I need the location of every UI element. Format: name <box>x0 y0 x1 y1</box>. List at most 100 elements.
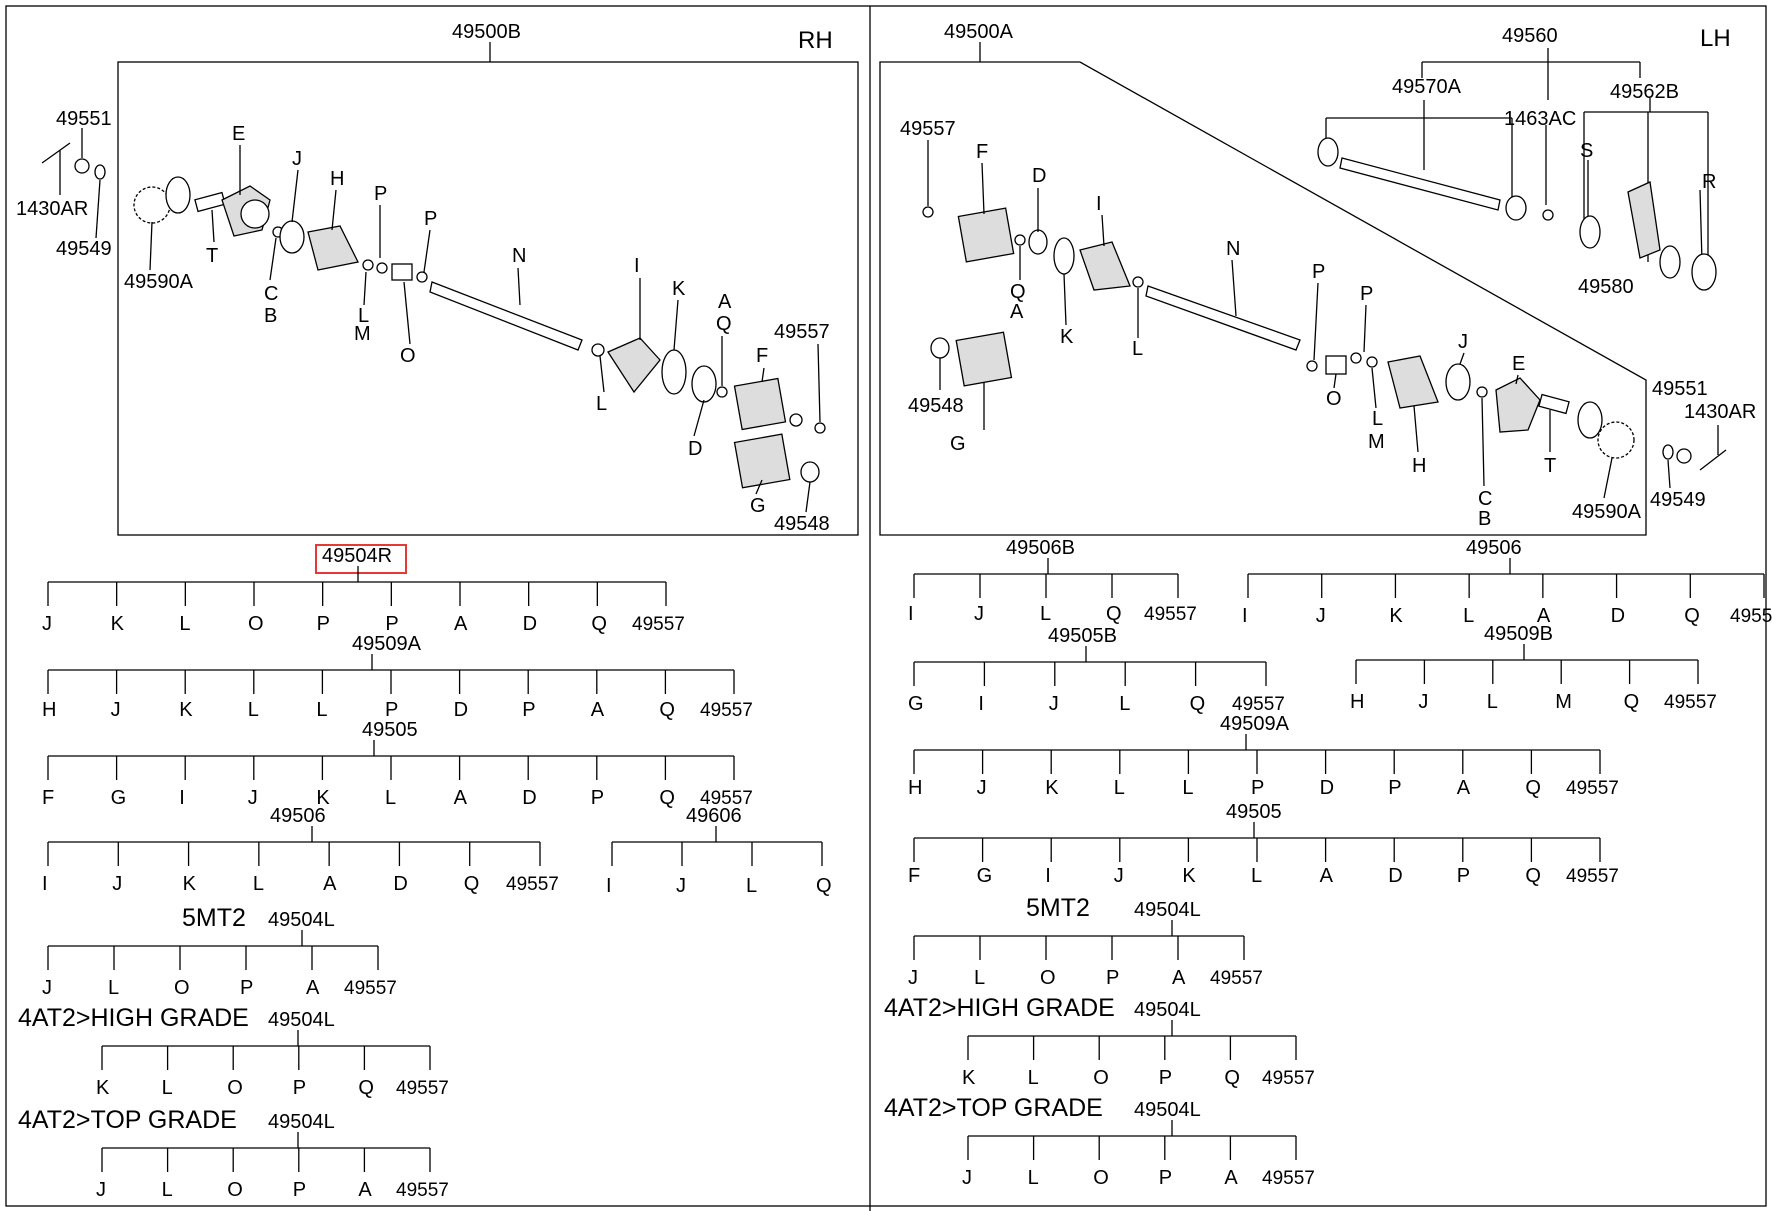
rh-kit-item[interactable]: 49557 <box>344 978 397 999</box>
lh-kit-item[interactable]: J <box>974 603 984 625</box>
lh-kit-item[interactable]: Q <box>1624 691 1640 713</box>
rh-kit-item[interactable]: D <box>522 787 536 809</box>
lh-callout-49548[interactable]: 49548 <box>908 395 964 417</box>
rh-kit-item[interactable]: D <box>523 613 537 635</box>
lh-kit-item[interactable]: P <box>1106 967 1119 989</box>
lh-callout-N[interactable]: N <box>1226 238 1240 260</box>
lh-kit-title[interactable]: 49504L <box>1134 899 1201 921</box>
rh-kit-item[interactable]: A <box>591 699 605 721</box>
lh-kit-item[interactable]: P <box>1159 1067 1172 1089</box>
lh-callout-A[interactable]: A <box>1010 301 1024 323</box>
rh-kit-item[interactable]: J <box>112 873 122 895</box>
lh-kit-item[interactable]: D <box>1388 865 1402 887</box>
lh-kit-item[interactable]: L <box>974 967 985 989</box>
lh-callout-M[interactable]: M <box>1368 431 1385 453</box>
lh-kit-item[interactable]: L <box>1119 693 1130 715</box>
lh-kit-item[interactable]: G <box>977 865 993 887</box>
rh-kit-item[interactable]: K <box>183 873 197 895</box>
rh-kit-item[interactable]: D <box>393 873 407 895</box>
rh-kit-item[interactable]: J <box>42 613 52 635</box>
lh-part-1430AR[interactable]: 1430AR <box>1684 401 1756 423</box>
lh-kit-item[interactable]: P <box>1388 777 1401 799</box>
lh-part-49549[interactable]: 49549 <box>1650 489 1706 511</box>
lh-kit-item[interactable]: K <box>962 1067 976 1089</box>
lh-callout-P[interactable]: P <box>1312 261 1325 283</box>
lh-kit-item[interactable]: O <box>1040 967 1056 989</box>
rh-callout-F[interactable]: F <box>756 345 768 367</box>
rh-kit-item[interactable]: Q <box>591 613 607 635</box>
rh-kit-item[interactable]: O <box>227 1179 243 1201</box>
rh-kit-item[interactable]: P <box>591 787 604 809</box>
rh-kit-item[interactable]: H <box>42 699 56 721</box>
lh-kit-item[interactable]: D <box>1611 605 1625 627</box>
lh-callout-E[interactable]: E <box>1512 353 1525 375</box>
lh-callout-49590A[interactable]: 49590A <box>1572 501 1642 523</box>
lh-callout-C[interactable]: C <box>1478 488 1492 510</box>
rh-kit-title[interactable]: 49505 <box>362 719 418 741</box>
rh-kit-item[interactable]: J <box>676 875 686 897</box>
lh-kit-item[interactable]: L <box>1114 777 1125 799</box>
rh-kit-item[interactable]: A <box>323 873 337 895</box>
rh-kit-item[interactable]: A <box>454 613 468 635</box>
lh-part-1463AC[interactable]: 1463AC <box>1504 108 1576 130</box>
rh-kit-item[interactable]: Q <box>816 875 832 897</box>
rh-kit-item[interactable]: K <box>179 699 193 721</box>
lh-kit-item[interactable]: M <box>1555 691 1572 713</box>
rh-kit-item[interactable]: G <box>111 787 127 809</box>
lh-callout-Q[interactable]: Q <box>1010 281 1026 303</box>
rh-kit-item[interactable]: L <box>385 787 396 809</box>
rh-callout-J[interactable]: J <box>292 148 302 170</box>
rh-kit-item[interactable]: L <box>253 873 264 895</box>
lh-kit-item[interactable]: Q <box>1106 603 1122 625</box>
lh-callout-H[interactable]: H <box>1412 455 1426 477</box>
rh-kit-item[interactable]: L <box>162 1077 173 1099</box>
lh-kit-item[interactable]: 49557 <box>1566 866 1619 887</box>
rh-kit-item[interactable]: Q <box>358 1077 374 1099</box>
lh-callout-G[interactable]: G <box>950 433 966 455</box>
rh-kit-item[interactable]: O <box>248 613 264 635</box>
lh-kit-item[interactable]: 49557 <box>1566 778 1619 799</box>
lh-kit-item[interactable]: K <box>1045 777 1059 799</box>
lh-kit-item[interactable]: K <box>1182 865 1196 887</box>
rh-kit-title[interactable]: 49506 <box>270 805 326 827</box>
lh-kit-title[interactable]: 49504L <box>1134 1099 1201 1121</box>
lh-kit-item[interactable]: P <box>1457 865 1470 887</box>
lh-kit-item[interactable]: Q <box>1190 693 1206 715</box>
rh-kit-item[interactable]: Q <box>464 873 480 895</box>
rh-callout-E[interactable]: E <box>232 123 245 145</box>
rh-kit-item[interactable]: 49557 <box>396 1180 449 1201</box>
lh-callout-P-2[interactable]: P <box>1360 283 1373 305</box>
lh-part-49580[interactable]: 49580 <box>1578 276 1634 298</box>
rh-kit-item[interactable]: Q <box>659 787 675 809</box>
lh-callout-K[interactable]: K <box>1060 326 1074 348</box>
rh-kit-item[interactable]: 49557 <box>506 874 559 895</box>
lh-callout-J[interactable]: J <box>1458 331 1468 353</box>
lh-kit-item[interactable]: A <box>1224 1167 1238 1189</box>
lh-kit-item[interactable]: L <box>1487 691 1498 713</box>
lh-part-R[interactable]: R <box>1702 171 1716 193</box>
lh-kit-item[interactable]: J <box>962 1167 972 1189</box>
rh-kit-title[interactable]: 49504L <box>268 1009 335 1031</box>
rh-kit-title[interactable]: 49606 <box>686 805 742 827</box>
rh-part-1430AR[interactable]: 1430AR <box>16 198 88 220</box>
lh-callout-D[interactable]: D <box>1032 165 1046 187</box>
rh-kit-item[interactable]: L <box>248 699 259 721</box>
lh-kit-title[interactable]: 49505B <box>1048 625 1117 647</box>
lh-kit-item[interactable]: D <box>1320 777 1334 799</box>
lh-bearing-group[interactable]: 49560 <box>1502 25 1558 47</box>
rh-kit-item[interactable]: 49557 <box>700 700 753 721</box>
lh-callout-L[interactable]: L <box>1132 338 1143 360</box>
lh-kit-item[interactable]: Q <box>1224 1067 1240 1089</box>
lh-kit-item[interactable]: L <box>1028 1167 1039 1189</box>
rh-callout-Q[interactable]: Q <box>716 313 732 335</box>
lh-kit-item[interactable]: J <box>977 777 987 799</box>
rh-callout-P[interactable]: P <box>374 183 387 205</box>
lh-kit-item[interactable]: G <box>908 693 924 715</box>
rh-kit-title[interactable]: 49504L <box>268 909 335 931</box>
rh-kit-item[interactable]: L <box>316 699 327 721</box>
rh-kit-item[interactable]: P <box>293 1077 306 1099</box>
lh-kit-title[interactable]: 49506 <box>1466 537 1522 559</box>
rh-kit-item[interactable]: J <box>248 787 258 809</box>
rh-assembly-number[interactable]: 49500B <box>452 21 521 43</box>
lh-kit-title[interactable]: 49505 <box>1226 801 1282 823</box>
